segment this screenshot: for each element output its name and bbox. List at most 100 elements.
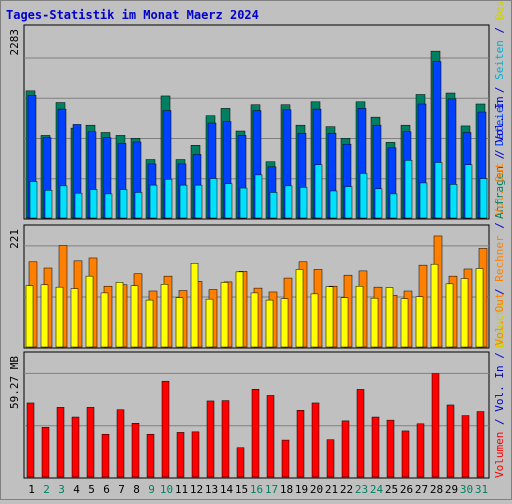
day-label-27: 27 — [415, 483, 428, 496]
bar-besuche-day-22 — [340, 297, 349, 348]
bar-seiten-day-21 — [329, 190, 338, 219]
bar-volumen-day-22 — [341, 420, 350, 478]
bar-volumen-day-7 — [116, 409, 125, 478]
bar-besuche-day-6 — [100, 292, 109, 348]
bar-besuche-day-15 — [235, 271, 244, 348]
day-label-1: 1 — [28, 483, 35, 496]
mid-panel: 221 Besuche / Rechner / Vol. Out / Vol. I… — [8, 96, 506, 349]
bar-volumen-day-8 — [131, 422, 140, 478]
legend-separator: / — [493, 80, 506, 100]
bar-besuche-day-10 — [160, 284, 169, 348]
bar-volumen-day-25 — [386, 419, 395, 478]
bottom-panel: 59.27 MB Volumen / Vol. In / Vol. Out — [8, 293, 506, 479]
bar-volumen-day-24 — [371, 416, 380, 478]
bar-seiten-day-31 — [479, 178, 488, 219]
bar-volumen-day-13 — [206, 400, 215, 478]
legend: Anfragen / Dateien / Seiten / Besuche — [493, 0, 506, 219]
bar-seiten-day-15 — [239, 187, 248, 219]
legend-entry: Anfragen — [493, 166, 506, 219]
bar-seiten-day-18 — [284, 185, 293, 219]
bar-seiten-day-13 — [209, 178, 218, 219]
bar-seiten-day-19 — [299, 187, 308, 219]
bar-volumen-day-15 — [236, 447, 245, 478]
bar-seiten-day-1 — [29, 181, 38, 219]
day-label-30: 30 — [460, 483, 473, 496]
legend-entry: Vol. In — [493, 365, 506, 411]
legend-entry: Vol. In — [493, 96, 506, 142]
legend-separator: / — [493, 412, 506, 432]
bar-seiten-day-12 — [194, 184, 203, 219]
day-label-26: 26 — [400, 483, 413, 496]
bar-besuche-day-30 — [460, 278, 469, 348]
day-label-7: 7 — [118, 483, 125, 496]
legend-entry: Besuche — [493, 0, 506, 20]
legend-separator: / — [493, 143, 506, 163]
bar-volumen-day-6 — [101, 433, 110, 478]
day-label-15: 15 — [235, 483, 248, 496]
bar-besuche-day-14 — [220, 282, 229, 348]
bar-besuche-day-3 — [55, 286, 64, 348]
bar-volumen-day-4 — [71, 416, 80, 478]
y-axis-max-label: 59.27 MB — [8, 356, 21, 409]
day-label-18: 18 — [280, 483, 293, 496]
bar-volumen-day-9 — [146, 433, 155, 478]
bar-volumen-day-19 — [296, 410, 305, 478]
bar-besuche-day-17 — [265, 299, 274, 348]
bar-volumen-day-21 — [326, 439, 335, 478]
bar-seiten-day-29 — [449, 184, 458, 219]
bar-volumen-day-5 — [86, 407, 95, 478]
bar-seiten-day-10 — [164, 179, 173, 219]
legend-entry: Vol. Out — [493, 163, 506, 216]
top-panel: 2283 Anfragen / Dateien / Seiten / Besuch… — [8, 0, 506, 220]
day-label-8: 8 — [133, 483, 140, 496]
bar-seiten-day-22 — [344, 186, 353, 219]
day-label-10: 10 — [160, 483, 173, 496]
bar-seiten-day-7 — [119, 189, 128, 219]
bar-volumen-day-11 — [176, 432, 185, 478]
day-label-24: 24 — [370, 483, 384, 496]
day-label-23: 23 — [355, 483, 368, 496]
bar-seiten-day-23 — [359, 173, 368, 219]
legend-entry: Dateien — [493, 100, 506, 146]
day-label-31: 31 — [475, 483, 488, 496]
bar-volumen-day-30 — [461, 415, 470, 478]
legend-separator: / — [493, 346, 506, 366]
day-label-14: 14 — [220, 483, 234, 496]
bar-seiten-day-14 — [224, 183, 233, 219]
day-label-4: 4 — [73, 483, 80, 496]
bar-besuche-day-27 — [415, 296, 424, 348]
bar-volumen-day-3 — [56, 407, 65, 478]
legend-entry: Rechner — [493, 235, 506, 282]
legend-separator: / — [493, 216, 506, 236]
bar-besuche-day-12 — [190, 262, 199, 348]
bar-besuche-day-18 — [280, 298, 289, 348]
day-label-13: 13 — [205, 483, 218, 496]
legend-separator: / — [493, 20, 506, 40]
bar-volumen-day-29 — [446, 404, 455, 478]
bar-seiten-day-27 — [419, 182, 428, 219]
bar-volumen-day-31 — [476, 411, 485, 478]
bar-seiten-day-20 — [314, 164, 323, 219]
legend: Besuche / Rechner / Vol. Out / Vol. In — [493, 96, 506, 348]
bar-besuche-day-29 — [445, 283, 454, 348]
bar-volumen-day-28 — [431, 373, 440, 478]
bar-besuche-day-11 — [175, 297, 184, 348]
day-label-21: 21 — [325, 483, 338, 496]
bar-seiten-day-2 — [44, 189, 53, 219]
bar-besuche-day-9 — [145, 299, 154, 348]
bar-seiten-day-3 — [59, 185, 68, 219]
legend-separator: / — [493, 282, 506, 302]
bar-besuche-day-19 — [295, 269, 304, 348]
day-label-25: 25 — [385, 483, 398, 496]
bar-besuche-day-23 — [355, 285, 364, 348]
legend-entry: Vol. Out — [493, 293, 506, 346]
bar-seiten-day-30 — [464, 164, 473, 219]
bar-volumen-day-10 — [161, 380, 170, 478]
bar-volumen-day-18 — [281, 439, 290, 478]
legend-separator: / — [493, 146, 506, 166]
bar-besuche-day-2 — [40, 284, 49, 348]
day-label-6: 6 — [103, 483, 110, 496]
day-label-12: 12 — [190, 483, 203, 496]
